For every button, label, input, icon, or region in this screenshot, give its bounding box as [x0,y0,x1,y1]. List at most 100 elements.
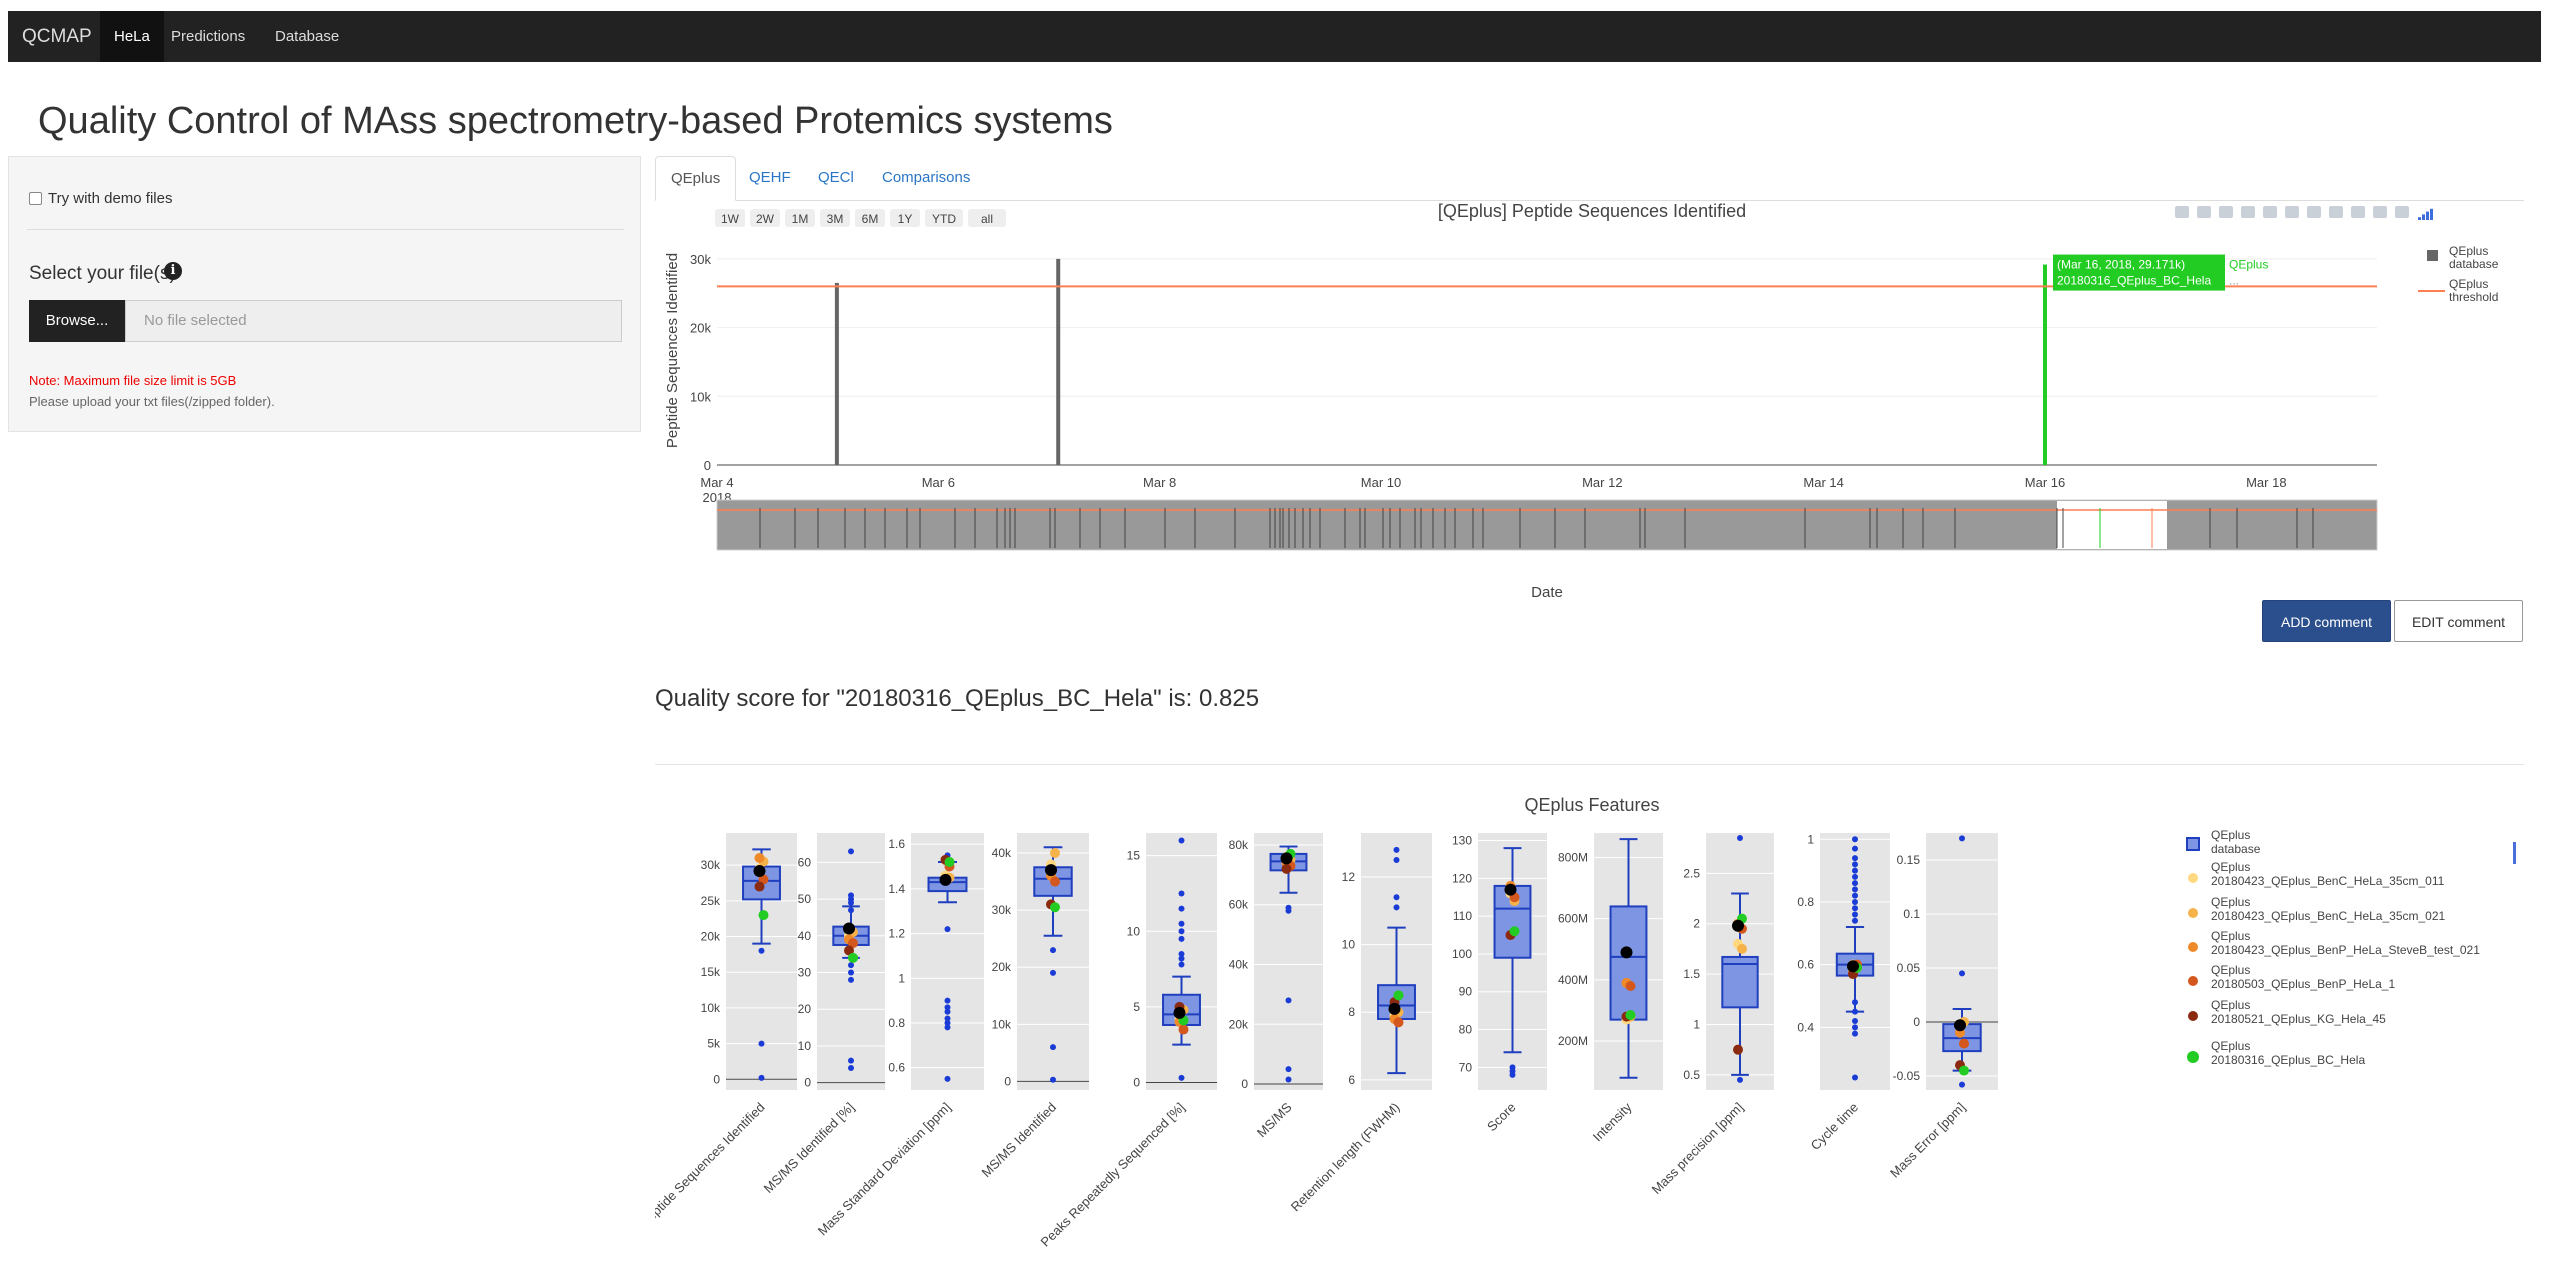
zoom-icon[interactable] [2197,206,2211,218]
legend-swatch-run[interactable] [2188,1011,2198,1021]
reset-icon[interactable] [2307,206,2321,218]
outlier-point[interactable] [1178,1074,1185,1081]
outlier-point[interactable] [848,1057,854,1064]
outlier-point[interactable] [1393,904,1400,911]
outlier-point[interactable] [1050,1044,1056,1051]
nav-item-database[interactable]: Database [275,28,340,45]
run-point[interactable] [1281,863,1292,874]
outlier-point[interactable] [944,1004,951,1011]
outlier-point[interactable] [848,907,854,914]
run-point[interactable] [753,865,766,878]
outlier-point[interactable] [1852,845,1858,852]
outlier-point[interactable] [1178,920,1185,927]
legend-label[interactable]: database [2449,257,2499,271]
range-button-label[interactable]: 3M [827,212,844,226]
outlier-point[interactable] [848,1064,854,1071]
run-point[interactable] [1173,1006,1186,1019]
outlier-point[interactable] [1852,855,1858,862]
outlier-point[interactable] [1737,835,1743,842]
outlier-point[interactable] [1178,905,1185,912]
range-button-label[interactable]: 2W [756,212,775,226]
outlier-point[interactable] [1852,867,1858,874]
legend-label[interactable]: QEplus [2211,998,2250,1012]
outlier-point[interactable] [1050,947,1056,954]
pan-icon[interactable] [2219,206,2233,218]
run-point[interactable] [1509,926,1520,937]
run-point[interactable] [754,881,765,892]
legend-label[interactable]: 20180316_QEplus_BC_Hela [2211,1053,2365,1067]
browse-button[interactable]: Browse... [29,300,125,342]
demo-checkbox[interactable] [29,192,42,205]
outlier-point[interactable] [1178,950,1185,957]
range-button-all[interactable] [968,209,1006,227]
legend-swatch-run[interactable] [2188,942,2198,952]
spike-icon[interactable] [2329,206,2343,218]
outlier-point[interactable] [758,947,765,954]
nav-item-hela[interactable]: HeLa [100,11,164,62]
outlier-point[interactable] [1852,1074,1858,1081]
outlier-point[interactable] [1852,1008,1858,1015]
outlier-point[interactable] [1852,873,1858,880]
box-iqr[interactable] [1721,955,1759,1009]
legend-label[interactable]: QEplus [2449,277,2488,291]
outlier-point[interactable] [1178,890,1185,897]
legend-label[interactable]: QEplus [2211,929,2250,943]
bar-qeplus[interactable] [2043,264,2047,465]
outlier-point[interactable] [1178,955,1185,962]
outlier-point[interactable] [1852,999,1858,1006]
legend-swatch-run[interactable] [2188,873,2198,883]
outlier-point[interactable] [1959,1081,1965,1088]
range-button-ytd[interactable] [925,209,963,227]
bar-qeplus-database[interactable] [1056,258,1061,465]
zoom-out-icon[interactable] [2263,206,2277,218]
range-button-label[interactable]: YTD [932,212,956,226]
outlier-point[interactable] [1852,905,1858,912]
run-point[interactable] [1178,1024,1189,1035]
run-point[interactable] [758,910,769,921]
file-name-field[interactable]: No file selected [125,300,622,342]
run-point[interactable] [1847,960,1859,973]
outlier-point[interactable] [1285,907,1292,914]
range-button-label[interactable]: 6M [862,212,879,226]
outlier-point[interactable] [1285,1066,1292,1073]
outlier-point[interactable] [1178,837,1185,844]
outlier-point[interactable] [1393,894,1400,901]
demo-checkbox-label[interactable]: Try with demo files [48,190,173,207]
outlier-point[interactable] [1852,880,1858,887]
legend-swatch-run[interactable] [2188,908,2198,918]
brand-logo[interactable]: QCMAP [22,26,92,47]
outlier-point[interactable] [848,976,854,983]
outlier-point[interactable] [1959,970,1965,977]
outlier-point[interactable] [1959,835,1965,842]
legend-label[interactable]: QEplus [2449,244,2488,258]
outlier-point[interactable] [1852,917,1858,924]
outlier-point[interactable] [944,1024,951,1031]
outlier-point[interactable] [848,969,854,976]
outlier-point[interactable] [944,1075,951,1082]
outlier-point[interactable] [1852,861,1858,868]
outlier-point[interactable] [1852,898,1858,905]
range-button-6m[interactable] [855,209,885,227]
run-point[interactable] [1737,943,1747,954]
legend-swatch-run[interactable] [2188,976,2198,986]
compare-icon[interactable] [2351,206,2365,218]
legend-label[interactable]: database [2211,842,2261,856]
legend-label[interactable]: 20180423_QEplus_BenC_HeLa_35cm_021 [2211,909,2446,923]
legend-label[interactable]: 20180423_QEplus_BenP_HeLa_SteveB_test_02… [2211,943,2480,957]
legend-label[interactable]: 20180423_QEplus_BenC_HeLa_35cm_011 [2211,874,2445,888]
run-point[interactable] [1050,876,1060,887]
range-slider-window[interactable] [2057,501,2167,549]
range-button-3m[interactable] [820,209,850,227]
run-point[interactable] [848,938,858,949]
legend-label[interactable]: threshold [2449,290,2498,304]
range-button-1w[interactable] [715,209,745,227]
outlier-point[interactable] [1852,892,1858,899]
range-button-1y[interactable] [890,209,920,227]
outlier-point[interactable] [758,1074,765,1081]
legend-swatch-database[interactable] [2186,837,2200,851]
outlier-point[interactable] [944,1015,951,1022]
outlier-point[interactable] [1178,935,1185,942]
run-point[interactable] [1393,1017,1404,1028]
legend-label[interactable]: 20180503_QEplus_BenP_HeLa_1 [2211,977,2395,991]
outlier-point[interactable] [1852,886,1858,893]
